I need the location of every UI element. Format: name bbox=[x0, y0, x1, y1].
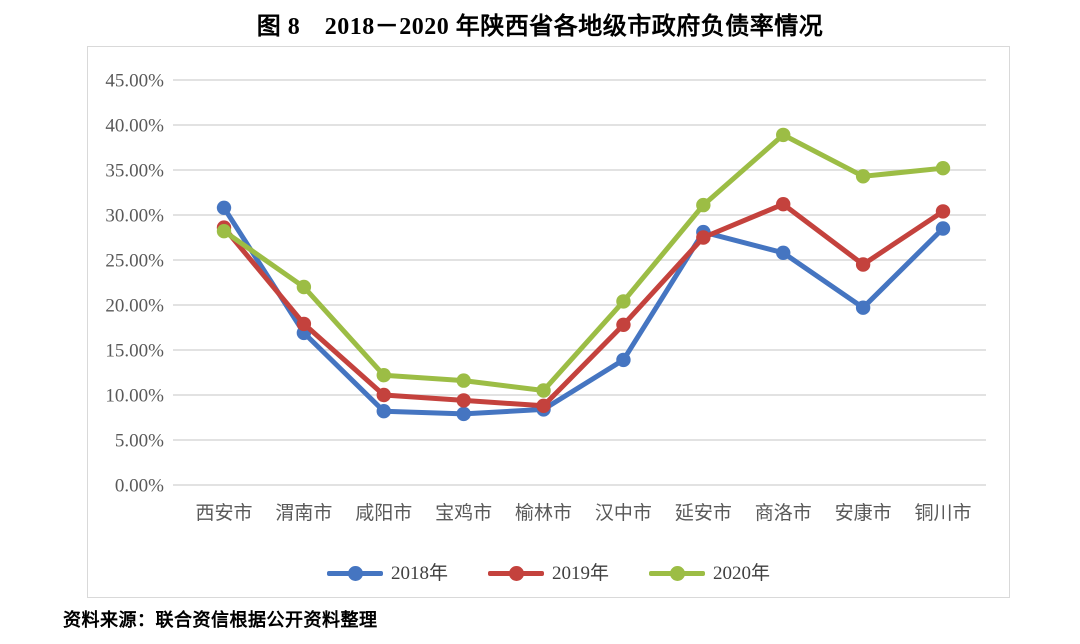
y-tick-label: 5.00% bbox=[115, 431, 164, 452]
data-point bbox=[536, 398, 551, 413]
chart-container: 0.00% 5.00% 10.00% 15.00% 20.00% 25.00% 30.00%… bbox=[87, 46, 1010, 598]
legend-line-marker-icon bbox=[649, 566, 705, 581]
x-axis-category-labels: 西安市 渭南市 咸阳市 宝鸡市 榆林市 汉中市 延安市 商洛市 安康市 铜川市 bbox=[195, 502, 971, 524]
data-point bbox=[696, 197, 711, 213]
y-tick-label: 10.00% bbox=[105, 386, 164, 407]
data-point bbox=[855, 300, 871, 315]
data-point bbox=[935, 221, 951, 236]
legend-label: 2020年 bbox=[713, 563, 771, 584]
data-point bbox=[456, 406, 471, 422]
line-chart: 0.00% 5.00% 10.00% 15.00% 20.00% 25.00% 30.00%… bbox=[105, 71, 986, 524]
x-category-label: 咸阳市 bbox=[355, 502, 412, 524]
data-point bbox=[376, 404, 391, 419]
data-point bbox=[296, 316, 312, 332]
legend-label: 2018年 bbox=[390, 563, 448, 584]
x-category-label: 铜川市 bbox=[914, 502, 971, 524]
x-category-label: 汉中市 bbox=[595, 502, 652, 524]
data-point bbox=[776, 127, 791, 143]
y-tick-label: 15.00% bbox=[105, 341, 164, 362]
source-note: 资料来源：联合资信根据公开资料整理 bbox=[63, 610, 378, 630]
y-tick-label: 35.00% bbox=[105, 161, 164, 182]
x-category-label: 延安市 bbox=[675, 502, 732, 524]
series-line bbox=[221, 132, 946, 393]
y-tick-label: 20.00% bbox=[105, 296, 164, 317]
x-category-label: 渭南市 bbox=[275, 502, 332, 524]
data-point bbox=[776, 197, 791, 212]
data-point bbox=[216, 200, 232, 215]
data-point bbox=[696, 230, 711, 245]
y-axis-tick-labels: 0.00% 5.00% 10.00% 15.00% 20.00% 25.00% 30.00%… bbox=[105, 71, 164, 497]
y-tick-label: 0.00% bbox=[115, 476, 164, 497]
x-category-label: 安康市 bbox=[835, 502, 892, 524]
data-point bbox=[855, 169, 871, 184]
y-tick-label: 30.00% bbox=[105, 206, 164, 227]
x-category-label: 宝鸡市 bbox=[435, 502, 492, 524]
legend-label: 2019年 bbox=[551, 563, 609, 584]
data-point bbox=[216, 224, 232, 239]
y-tick-label: 40.00% bbox=[105, 116, 164, 137]
data-point bbox=[376, 368, 391, 383]
data-point bbox=[616, 294, 631, 309]
series-line bbox=[221, 201, 946, 409]
data-point bbox=[456, 373, 471, 388]
legend-line-marker-icon bbox=[487, 566, 544, 581]
y-tick-label: 25.00% bbox=[105, 251, 164, 272]
legend-item-2020年: 2020年 bbox=[649, 564, 770, 583]
data-point bbox=[776, 245, 791, 260]
data-point bbox=[616, 352, 631, 368]
x-category-label: 西安市 bbox=[195, 502, 252, 524]
chart-legend: 2018年 2019年 2020年 bbox=[88, 564, 1009, 583]
data-point bbox=[935, 204, 951, 219]
data-point bbox=[935, 161, 951, 176]
legend-line-marker-icon bbox=[326, 566, 383, 581]
series-2020年 bbox=[216, 127, 951, 398]
data-point bbox=[296, 279, 312, 295]
data-point bbox=[456, 393, 471, 408]
data-point bbox=[855, 257, 871, 272]
data-point bbox=[616, 317, 631, 332]
data-point bbox=[536, 383, 551, 398]
data-point bbox=[376, 387, 391, 403]
legend-item-2019年: 2019年 bbox=[487, 563, 609, 584]
x-category-label: 商洛市 bbox=[755, 502, 812, 524]
figure-title: 图 8 2018－2020 年陕西省各地级市政府负债率情况 bbox=[256, 14, 824, 40]
x-category-label: 榆林市 bbox=[515, 502, 572, 524]
series-line bbox=[221, 205, 946, 417]
gridlines bbox=[173, 79, 986, 486]
y-tick-label: 45.00% bbox=[105, 71, 164, 92]
legend-item-2018年: 2018年 bbox=[326, 563, 448, 584]
